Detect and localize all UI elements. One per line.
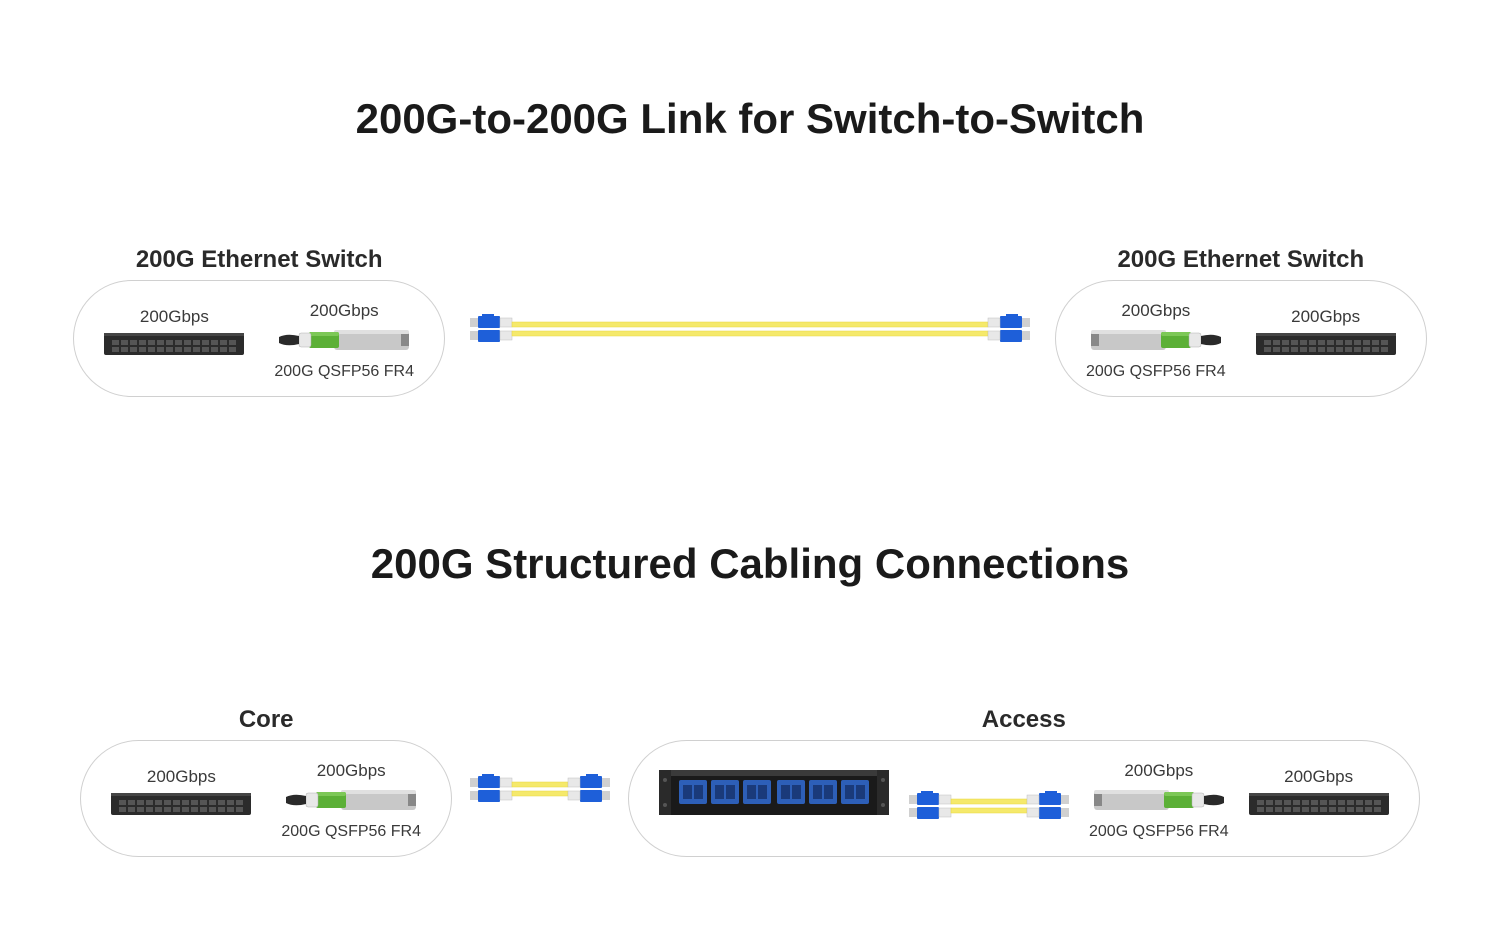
transceiver-icon [279,327,409,353]
s2-left-label: Core [239,706,294,734]
switch-icon [111,793,251,815]
s1-left-switch-rate: 200Gbps [140,307,209,327]
transceiver-icon [286,787,416,813]
s2-right-transceiver: 200Gbps 200G QSFP56 FR4 [1089,761,1229,841]
section1-row: 200G Ethernet Switch 200Gbps 200Gbps 200… [0,280,1500,397]
transceiver-icon [1091,327,1221,353]
s2-left-group: Core 200Gbps 200Gbps 200G QSFP56 FR4 [80,740,452,857]
s1-left-tr-model: 200G QSFP56 FR4 [274,363,414,381]
s1-left-transceiver: 200Gbps 200G QSFP56 FR4 [274,301,414,381]
s2-left-switch-rate: 200Gbps [147,767,216,787]
fiber-cable-icon [470,774,610,804]
transceiver-icon [1094,787,1224,813]
fiber-cable-icon [470,314,1030,344]
s2-left-tr-rate: 200Gbps [317,761,386,781]
patch-panel-icon [659,770,889,815]
s1-right-group: 200G Ethernet Switch 200Gbps 200G QSFP56… [1055,280,1427,397]
switch-icon [104,333,244,355]
s1-right-switch-rate: 200Gbps [1291,307,1360,327]
s2-right-switch-rate: 200Gbps [1284,767,1353,787]
switch-icon [1256,333,1396,355]
s1-cable [470,314,1030,364]
s1-right-tr-model: 200G QSFP56 FR4 [1086,363,1226,381]
s2-right-tr-model: 200G QSFP56 FR4 [1089,823,1229,841]
s2-patch-panel [659,770,889,841]
s1-right-label: 200G Ethernet Switch [1117,246,1364,274]
fiber-cable-icon [909,791,1069,821]
s1-right-transceiver: 200Gbps 200G QSFP56 FR4 [1086,301,1226,381]
s2-left-switch: 200Gbps [111,767,251,841]
s2-left-tr-model: 200G QSFP56 FR4 [281,823,421,841]
s1-right-switch: 200Gbps [1256,307,1396,381]
s1-left-tr-rate: 200Gbps [310,301,379,321]
s2-right-group: Access 200Gbps 200G QSFP56 FR4 200Gbps [628,740,1420,857]
s1-right-tr-rate: 200Gbps [1121,301,1190,321]
section1-title: 200G-to-200G Link for Switch-to-Switch [0,95,1500,143]
s1-left-group: 200G Ethernet Switch 200Gbps 200Gbps 200… [73,280,445,397]
s2-right-tr-rate: 200Gbps [1124,761,1193,781]
s2-right-label: Access [982,706,1066,734]
section2-title: 200G Structured Cabling Connections [0,540,1500,588]
section2-row: Core 200Gbps 200Gbps 200G QSFP56 FR4 Acc… [0,740,1500,857]
s2-right-switch: 200Gbps [1249,767,1389,841]
switch-icon [1249,793,1389,815]
s2-cable-left [470,774,610,824]
s2-left-transceiver: 200Gbps 200G QSFP56 FR4 [281,761,421,841]
s1-left-label: 200G Ethernet Switch [136,246,383,274]
s2-cable-right [909,791,1069,841]
s1-left-switch: 200Gbps [104,307,244,381]
